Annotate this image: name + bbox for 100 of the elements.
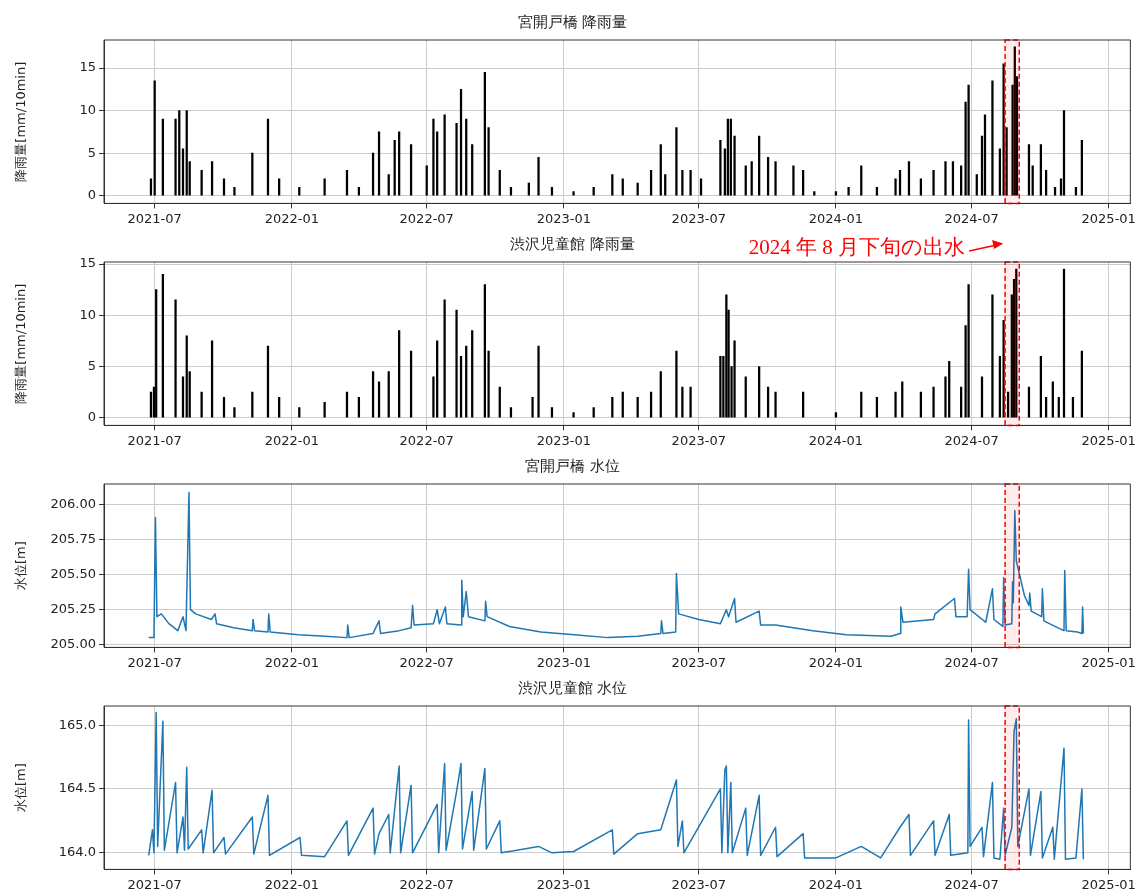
x-tick-label: 2022-01 xyxy=(264,654,319,670)
bar xyxy=(944,161,947,196)
bar xyxy=(802,169,805,196)
bar xyxy=(1053,186,1057,196)
bar xyxy=(443,299,446,418)
x-tick-label: 2022-07 xyxy=(399,432,454,448)
bar xyxy=(174,299,177,418)
bar xyxy=(200,169,203,196)
bar xyxy=(689,386,692,418)
bar xyxy=(509,186,513,196)
bar xyxy=(537,157,540,196)
bar xyxy=(951,161,955,196)
bar xyxy=(323,178,326,196)
bar xyxy=(550,186,554,196)
bar xyxy=(1074,186,1078,196)
bar xyxy=(278,178,281,196)
x-tick-label: 2021-07 xyxy=(127,876,182,892)
bar xyxy=(744,376,747,418)
x-tick-label: 2023-07 xyxy=(671,432,726,448)
bar xyxy=(498,169,501,196)
bar xyxy=(222,178,226,196)
bar xyxy=(455,123,458,196)
x-tick-label: 2024-01 xyxy=(808,432,864,448)
y-tick-label: 10 xyxy=(79,102,96,118)
bar xyxy=(664,174,667,196)
bar xyxy=(233,186,236,196)
bar xyxy=(387,371,390,418)
bar xyxy=(592,407,595,418)
x-tick-label: 2023-01 xyxy=(536,432,592,448)
bar xyxy=(181,376,185,418)
bar xyxy=(792,165,795,196)
bar xyxy=(298,407,301,418)
y-tick-label: 15 xyxy=(79,255,96,271)
x-tick-label: 2021-07 xyxy=(127,210,182,226)
bar xyxy=(991,294,994,418)
bar xyxy=(149,391,153,418)
bar xyxy=(975,174,978,196)
y-tick-label: 164.0 xyxy=(58,844,96,860)
bar xyxy=(932,386,935,418)
x-tick-label: 2025-01 xyxy=(1081,210,1136,226)
bar xyxy=(455,309,458,418)
x-tick-label: 2025-01 xyxy=(1081,876,1136,892)
x-tick-label: 2024-07 xyxy=(944,654,999,670)
bar xyxy=(758,366,761,418)
x-tick-label: 2023-01 xyxy=(536,876,592,892)
bar xyxy=(699,178,703,196)
x-tick-label: 2023-01 xyxy=(536,210,592,226)
bar xyxy=(371,371,375,418)
bar xyxy=(675,350,678,418)
chart-title: 宮開戸橋 降雨量 xyxy=(517,12,628,31)
x-tick-label: 2024-01 xyxy=(808,876,864,892)
bar xyxy=(681,169,684,196)
x-tick-label: 2022-01 xyxy=(264,432,319,448)
chart-title: 渋沢児童館 降雨量 xyxy=(510,234,635,253)
y-tick-label: 205.50 xyxy=(50,566,96,582)
x-tick-label: 2023-07 xyxy=(671,876,726,892)
bar xyxy=(387,174,390,196)
y-tick-label: 5 xyxy=(87,357,96,373)
y-tick-label: 10 xyxy=(79,306,96,322)
bar xyxy=(357,186,361,196)
bar xyxy=(345,169,349,196)
y-tick-label: 206.00 xyxy=(50,496,96,512)
bar xyxy=(1039,144,1043,196)
x-tick-label: 2023-07 xyxy=(671,210,726,226)
bar xyxy=(750,161,753,196)
bar xyxy=(233,407,236,418)
x-tick-label: 2024-01 xyxy=(808,654,864,670)
x-tick-label: 2022-07 xyxy=(399,654,454,670)
bar xyxy=(621,178,624,196)
x-tick-label: 2024-01 xyxy=(808,210,864,226)
bar xyxy=(932,169,935,196)
bar xyxy=(894,391,897,418)
bar xyxy=(527,182,530,196)
x-tick-label: 2025-01 xyxy=(1081,654,1136,670)
bar xyxy=(967,84,970,196)
bar xyxy=(572,412,575,418)
bar xyxy=(967,284,970,418)
bar xyxy=(834,191,838,196)
bar xyxy=(681,386,684,418)
y-axis-title: 降雨量[mm/10min] xyxy=(13,283,29,404)
bar xyxy=(298,186,301,196)
bar xyxy=(200,391,203,418)
bar xyxy=(611,174,614,196)
y-tick-label: 0 xyxy=(87,187,96,203)
x-tick-label: 2024-07 xyxy=(944,876,999,892)
bar xyxy=(919,178,923,196)
x-tick-label: 2022-01 xyxy=(264,210,319,226)
y-axis-title: 水位[m] xyxy=(13,541,29,591)
bar xyxy=(894,178,897,196)
bar xyxy=(689,169,692,196)
bar xyxy=(847,186,850,196)
chart-title: 宮開戸橋 水位 xyxy=(525,456,620,475)
bar xyxy=(719,355,722,418)
y-tick-label: 5 xyxy=(87,144,96,160)
chart-title: 渋沢児童館 水位 xyxy=(517,678,628,697)
bar xyxy=(621,391,624,418)
x-tick-label: 2022-01 xyxy=(264,876,319,892)
bar xyxy=(813,191,816,196)
bar xyxy=(1006,391,1010,418)
x-tick-label: 2021-07 xyxy=(127,432,182,448)
